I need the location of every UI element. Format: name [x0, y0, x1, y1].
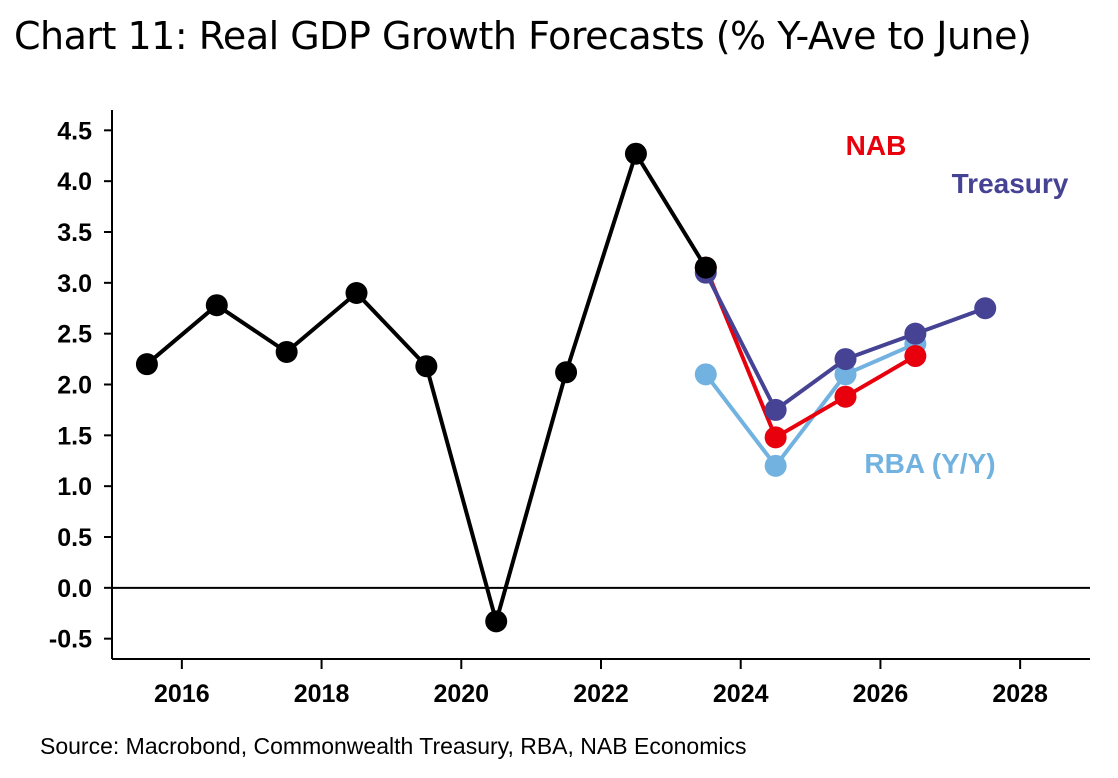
data-point-treasury — [904, 322, 927, 345]
data-point-actual — [485, 610, 508, 633]
data-point-rba-y-y — [764, 454, 787, 477]
y-tick-label: -0.5 — [49, 626, 92, 654]
data-point-actual — [694, 256, 717, 279]
data-point-treasury — [834, 348, 857, 371]
data-point-treasury — [764, 398, 787, 421]
series-line-actual — [145, 151, 708, 624]
series-line-rba-y-y — [704, 341, 917, 468]
x-axis-ticks: 2016 2018 2020 2022 2024 2026 2028 — [154, 659, 1048, 708]
x-tick-label: 2024 — [713, 680, 769, 708]
x-tick-label: 2016 — [154, 680, 210, 708]
data-point-nab — [834, 385, 857, 408]
series-label-treasury: Treasury — [952, 168, 1069, 199]
data-point-treasury — [974, 297, 997, 320]
data-point-nab — [904, 345, 927, 368]
x-tick-label: 2026 — [853, 680, 909, 708]
data-point-actual — [624, 142, 647, 165]
data-point-actual — [135, 353, 158, 376]
y-tick-label: 0.5 — [57, 524, 92, 552]
data-point-actual — [555, 361, 578, 384]
x-tick-label: 2018 — [294, 680, 350, 708]
y-tick-label: 3.5 — [57, 219, 92, 247]
data-point-actual — [415, 355, 438, 378]
y-tick-label: 3.0 — [57, 270, 92, 298]
x-tick-label: 2022 — [573, 680, 629, 708]
x-tick-label: 2028 — [992, 680, 1048, 708]
series-line-nab — [703, 266, 917, 440]
y-tick-label: 2.5 — [57, 321, 92, 349]
source-note: Source: Macrobond, Commonwealth Treasury… — [40, 733, 747, 759]
data-point-actual — [275, 340, 298, 363]
series-layer — [112, 142, 1090, 633]
y-tick-label: 0.0 — [57, 575, 92, 603]
data-point-rba-y-y — [834, 363, 857, 386]
chart-title: Chart 11: Real GDP Growth Forecasts (% Y… — [14, 14, 1032, 58]
data-point-nab — [764, 426, 787, 449]
y-tick-label: 4.0 — [57, 168, 92, 196]
y-tick-label: 1.0 — [57, 473, 92, 501]
series-label-rba-y-y: RBA (Y/Y) — [864, 448, 995, 479]
y-tick-label: 2.0 — [57, 372, 92, 400]
y-axis-ticks: -0.5 0.0 0.5 1.0 1.5 2.0 2.5 3.0 3.5 4.0 4.5 — [49, 117, 112, 654]
series-label-nab: NAB — [846, 130, 907, 161]
y-tick-label: 1.5 — [57, 422, 92, 450]
y-tick-label: 4.5 — [57, 117, 92, 145]
data-point-actual — [345, 282, 368, 304]
data-point-rba-y-y — [694, 363, 717, 386]
data-point-actual — [205, 294, 228, 317]
axes — [111, 110, 1090, 660]
series-labels: RBA (Y/Y) NAB Treasury — [846, 130, 1069, 479]
x-tick-label: 2020 — [433, 680, 489, 708]
